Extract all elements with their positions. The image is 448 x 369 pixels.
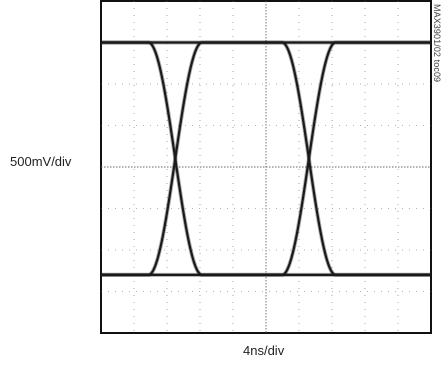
x-axis-scale-label: 4ns/div <box>243 343 285 358</box>
trace-fall-rise <box>100 41 432 276</box>
y-axis-scale-label: 500mV/div <box>10 154 72 169</box>
trace-rise-fall <box>100 41 432 276</box>
figure-id-label: MAX3901/02 toc09 <box>432 4 442 83</box>
